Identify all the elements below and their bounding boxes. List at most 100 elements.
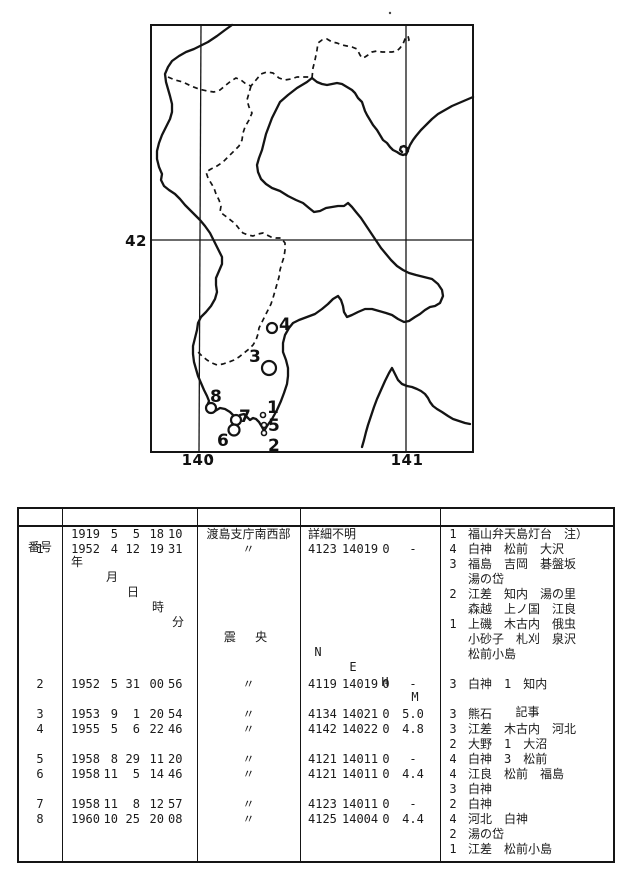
cell-mo: 4 [110,542,118,556]
epicenter-number-3: 3 [249,347,261,367]
cell-ktext: 白神 1 知内 [468,677,548,691]
cell-ktext: 熊石 [468,707,493,721]
cell-kno: 3 [449,707,457,721]
cell-m: - [409,542,417,556]
cell-mi: 57 [168,797,183,811]
table-divider-nehm [440,508,441,863]
cell-da: 12 [125,542,140,556]
cell-hh: 11 [149,752,164,766]
cell-ktext: 江良 松前 福島 [468,767,565,781]
latitude-label-42: 42 [125,232,147,250]
table-header-row: 番号 年 月 日 時 分 震 央 N E H M 記事 [0,510,540,719]
cell-mi: 46 [168,722,183,736]
cell-n: 4125 [308,812,337,826]
cell-hh: 19 [149,542,164,556]
cell-mi: 31 [168,542,183,556]
cell-kno: 1 [449,527,457,541]
cell-mi: 56 [168,677,183,691]
table-header-rule [17,525,615,527]
cell-ktext: 森越 上ノ国 江良 [468,602,577,616]
cell-kno: 2 [449,827,457,841]
cell-da: 5 [132,527,140,541]
cell-hh: 00 [149,677,164,691]
cell-epi: 〃 [242,767,255,781]
cell-no: 2 [36,677,44,691]
cell-hh: 20 [149,812,164,826]
cell-m: - [409,752,417,766]
cell-yr: 1960 [71,812,100,826]
cell-no: 3 [36,707,44,721]
cell-n: 4142 [308,722,337,736]
cell-e: 14011 [342,767,379,781]
coastline-bay-and-east [255,76,445,433]
cell-no: 8 [36,812,44,826]
cell-e: 14021 [342,707,379,721]
header-day: 日 [126,585,139,599]
epicenter-number-1: 1 [267,398,279,418]
cell-m: - [409,677,417,691]
cell-mi: 10 [168,527,183,541]
cell-kno: 2 [449,797,457,811]
cell-kno: 2 [449,737,457,751]
cell-ktext: 白神 [468,797,493,811]
cell-e: 14011 [342,752,379,766]
cell-kno: 4 [449,752,457,766]
epicenter-marker-6 [227,423,241,437]
cell-da: 8 [132,797,140,811]
cell-ktext: 大野 1 大沼 [468,737,548,751]
cell-n: 4121 [308,752,337,766]
cell-no: 4 [36,722,44,736]
cell-da: 31 [125,677,140,691]
cell-ktext: 江差 松前小島 [468,842,553,856]
cell-ktext: 江差 知内 湯の里 [468,587,577,601]
cell-epi: 〃 [242,812,255,826]
map-frame [150,24,474,453]
table-border [17,507,615,863]
cell-kno: 3 [449,557,457,571]
cell-kno: 4 [449,542,457,556]
cell-e: 14004 [342,812,379,826]
cell-da: 1 [132,707,140,721]
table-divider-no [62,508,63,863]
map-canvas: 43 876 152 [150,11,475,460]
cell-yr: 1952 [71,677,100,691]
cell-e: 14019 [342,542,379,556]
table-divider-date [197,508,198,863]
epicenter-marker-5 [260,421,268,429]
cell-epi: 〃 [242,677,255,691]
cell-kno: 4 [449,767,457,781]
cell-e: 14022 [342,722,379,736]
cell-ktext: 白神 [468,782,493,796]
cell-mi: 08 [168,812,183,826]
header-h: H [381,675,389,689]
cell-da: 25 [125,812,140,826]
cell-ntext: 詳細不明 [308,527,357,541]
cell-epi: 渡島支庁南西部 [206,527,291,541]
cell-m: - [409,797,417,811]
cell-hh: 14 [149,767,164,781]
header-epicenter: 震 央 [223,630,274,644]
cell-e: 14019 [342,677,379,691]
header-month: 月 [105,570,118,584]
table-divider-epi [300,508,301,863]
cell-m: 4.4 [402,767,424,781]
header-e: E [349,660,357,674]
cell-m: 4.8 [402,722,424,736]
cell-hh: 18 [149,527,164,541]
epicenter-number-2: 2 [268,436,280,456]
epicenter-marker-3 [260,359,278,377]
cell-ktext: 小砂子 札刈 泉沢 [468,632,577,646]
cell-h: 0 [382,722,390,736]
cell-mo: 5 [110,677,118,691]
cell-epi: 〃 [242,722,255,736]
cell-kno: 1 [449,842,457,856]
cell-ktext: 湯の岱 [468,572,505,586]
cell-epi: 〃 [242,542,255,556]
epicenter-number-5: 5 [268,416,280,436]
coastline-west [155,23,266,433]
cell-mo: 11 [103,767,118,781]
cell-mi: 54 [168,707,183,721]
cell-hh: 20 [149,707,164,721]
cell-h: 0 [382,812,390,826]
